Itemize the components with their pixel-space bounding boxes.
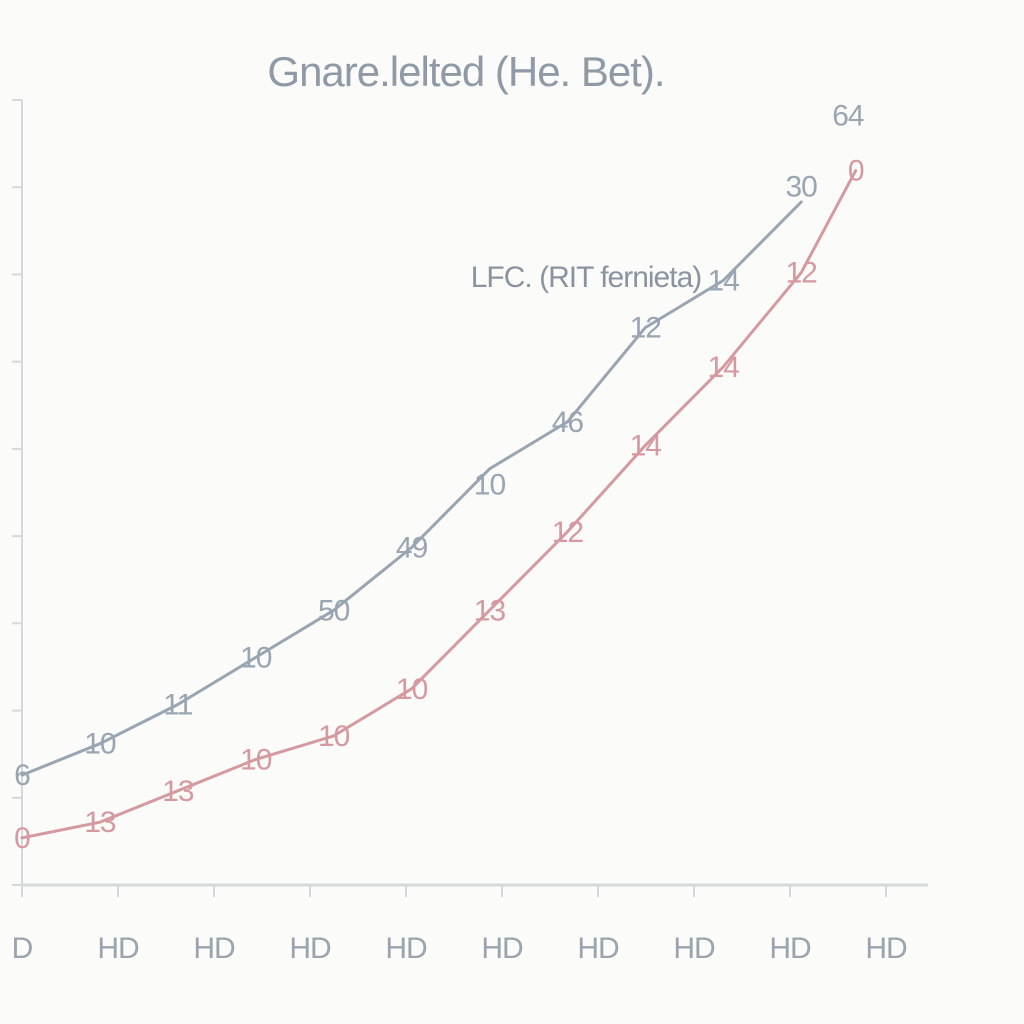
data-label: 12 (785, 257, 817, 290)
data-label: 14 (708, 351, 740, 384)
data-label: 10 (474, 469, 506, 502)
x-tick-label: HD (385, 932, 427, 965)
y-axis-ticks (12, 99, 22, 886)
data-label: 13 (84, 806, 116, 839)
data-label: 0 (14, 822, 30, 855)
data-label: 10 (396, 673, 428, 706)
x-tick-label: HD (577, 932, 619, 965)
data-label: 30 (785, 170, 817, 203)
data-label: 14 (708, 265, 740, 298)
data-label: 10 (240, 743, 272, 776)
data-label: 0 (848, 155, 864, 188)
x-tick-label: HD (769, 932, 811, 965)
data-label: 46 (552, 406, 584, 439)
data-label: 12 (552, 516, 584, 549)
data-label: 11 (163, 688, 192, 721)
data-label: 10 (318, 720, 350, 753)
chart-annotation: LFC. (RIT fernieta) (471, 261, 702, 294)
x-tick-label: HD (865, 932, 907, 965)
x-tick-label: D (12, 932, 33, 965)
x-tick-label: HD (481, 932, 523, 965)
data-label-layer: 6 10 11 10 50 49 10 46 12 14 30 64 0 13 13 10 10 10 13 12 14… (14, 100, 865, 855)
data-label: 10 (84, 728, 116, 761)
series-line-2 (20, 169, 858, 840)
data-label: 50 (318, 594, 350, 627)
x-tick-label: HD (673, 932, 715, 965)
data-label: 14 (630, 429, 662, 462)
x-axis-ticks: D HD HD HD HD HD HD HD HD HD (12, 885, 908, 965)
x-tick-label: HD (289, 932, 331, 965)
x-tick-label: HD (97, 932, 139, 965)
x-tick-label: HD (193, 932, 235, 965)
chart-title: Gnare.lelted (He. Bet). (267, 48, 664, 95)
data-label: 13 (162, 775, 194, 808)
data-label: 10 (240, 641, 272, 674)
data-label: 12 (630, 312, 662, 345)
series-line-1 (20, 200, 803, 777)
data-label: 6 (14, 759, 30, 792)
data-label: 49 (396, 531, 428, 564)
data-label: 64 (832, 100, 864, 133)
data-label: 13 (474, 594, 506, 627)
series-layer (20, 169, 858, 840)
